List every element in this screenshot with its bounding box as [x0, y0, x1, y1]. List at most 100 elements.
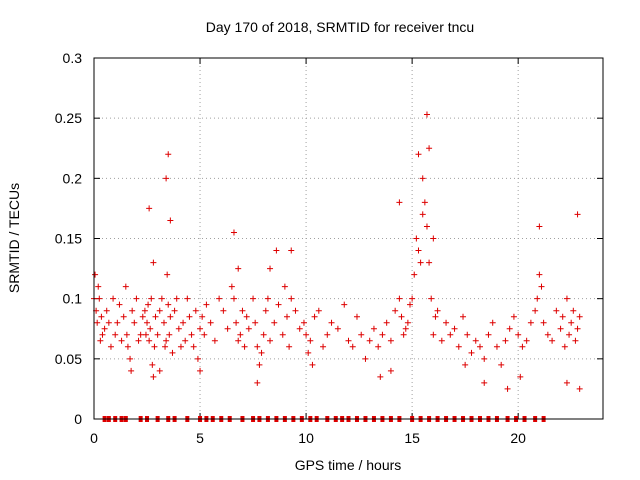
data-points: [91, 111, 583, 422]
data-point: [164, 271, 171, 278]
data-point: [180, 319, 187, 326]
data-point: [256, 361, 263, 368]
data-point: [428, 295, 435, 302]
data-point: [345, 337, 352, 344]
data-point: [165, 301, 172, 308]
data-point: [549, 337, 556, 344]
data-point: [559, 313, 566, 320]
data-point: [127, 355, 134, 362]
data-point: [99, 331, 106, 338]
data-point: [476, 343, 483, 350]
data-point: [281, 283, 288, 290]
data-point: [101, 325, 108, 332]
data-point: [271, 319, 278, 326]
data-point: [142, 331, 149, 338]
data-point: [235, 265, 242, 272]
data-point: [392, 307, 399, 314]
data-point: [254, 343, 261, 350]
data-point: [493, 343, 500, 350]
data-point: [411, 271, 418, 278]
data-point: [149, 361, 156, 368]
data-point: [481, 379, 488, 386]
data-point: [118, 337, 125, 344]
data-point: [273, 247, 280, 254]
data-point: [303, 331, 310, 338]
data-point: [194, 355, 201, 362]
y-tick-label: 0.3: [63, 50, 83, 66]
data-point: [572, 337, 579, 344]
data-point: [258, 349, 265, 356]
data-point: [110, 295, 117, 302]
data-point: [288, 295, 295, 302]
data-point: [481, 355, 488, 362]
data-point: [387, 337, 394, 344]
data-point: [540, 319, 547, 326]
data-point: [419, 175, 426, 182]
data-point: [362, 355, 369, 362]
data-point: [370, 325, 377, 332]
data-point: [97, 337, 104, 344]
data-point: [267, 337, 274, 344]
data-point: [95, 283, 102, 290]
data-point: [400, 331, 407, 338]
data-point: [107, 343, 114, 350]
data-point: [228, 283, 235, 290]
data-point: [311, 313, 318, 320]
data-point: [148, 295, 155, 302]
data-point: [122, 283, 129, 290]
data-point: [241, 343, 248, 350]
x-tick-label: 20: [510, 430, 526, 446]
data-point: [150, 373, 157, 380]
data-point: [398, 313, 405, 320]
data-point: [464, 331, 471, 338]
y-tick-label: 0.25: [55, 110, 82, 126]
tick-labels: 0 5 10 15 20 0 0.05 0.1 0.15 0.2 0.25 0.3: [55, 50, 526, 446]
data-point: [128, 367, 135, 374]
data-point: [315, 307, 322, 314]
data-point: [574, 211, 581, 218]
data-point: [305, 349, 312, 356]
data-point: [288, 247, 295, 254]
data-point: [235, 337, 242, 344]
data-point: [489, 319, 496, 326]
data-point: [570, 307, 577, 314]
data-point: [349, 343, 356, 350]
data-point: [402, 325, 409, 332]
data-point: [566, 331, 573, 338]
data-point: [98, 313, 105, 320]
data-point: [415, 151, 422, 158]
data-point: [275, 301, 282, 308]
data-point: [307, 337, 314, 344]
data-point: [519, 343, 526, 350]
data-point: [154, 331, 161, 338]
data-point: [171, 307, 178, 314]
data-point: [434, 307, 441, 314]
x-axis-label: GPS time / hours: [295, 457, 402, 473]
data-point: [328, 319, 335, 326]
data-point: [557, 325, 564, 332]
data-point: [324, 331, 331, 338]
x-tick-label: 10: [298, 430, 314, 446]
data-point: [515, 331, 522, 338]
data-point: [250, 295, 257, 302]
data-point: [105, 319, 112, 326]
data-point: [358, 331, 365, 338]
data-point: [404, 319, 411, 326]
data-point: [165, 151, 172, 158]
data-point: [182, 337, 189, 344]
data-point: [162, 343, 169, 350]
data-point: [563, 379, 570, 386]
data-point: [375, 343, 382, 350]
data-point: [254, 379, 261, 386]
data-point: [409, 295, 416, 302]
data-point: [233, 319, 240, 326]
data-point: [536, 271, 543, 278]
data-point: [553, 307, 560, 314]
data-point: [167, 217, 174, 224]
data-point: [169, 349, 176, 356]
grid: [94, 58, 603, 419]
data-point: [430, 331, 437, 338]
data-point: [92, 271, 99, 278]
data-point: [407, 301, 414, 308]
data-point: [262, 307, 269, 314]
